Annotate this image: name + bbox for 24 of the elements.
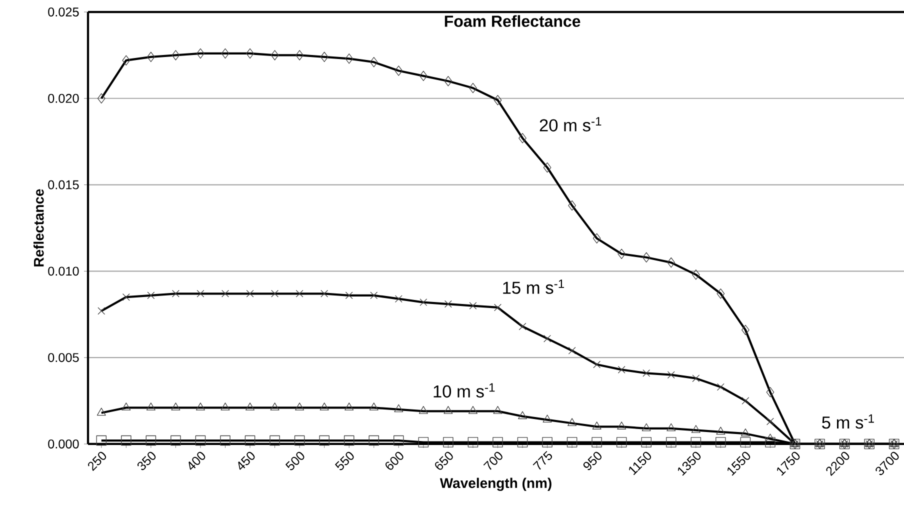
x-tick-label: 950 [583,452,602,470]
x-axis-title: Wavelength (nm) [440,478,552,491]
x-tick-label: 450 [238,452,255,470]
series-label: 20 m s$^{-1}$ [540,117,602,132]
x-tick-label: 550 [334,452,354,470]
y-tick-label: 0.010 [48,266,79,276]
x-tick-label: 500 [285,452,304,470]
x-tick-label: 250 [88,452,106,472]
y-tick-label: 0.015 [48,180,79,190]
y-axis-title: Reflectance [34,189,44,266]
x-tick-label: 650 [435,452,453,470]
y-tick-label: 0.005 [48,353,79,362]
chart-title: Foam Reflectance [444,15,580,27]
series-label: 15 m s$^{-1}$ [503,280,564,294]
y-tick-label: 0.020 [48,94,79,103]
x-tick-label: 700 [483,452,502,470]
series-label: 10 m s$^{-1}$ [434,383,495,398]
x-tick-label: 775 [532,450,552,470]
y-tick-label: 0.025 [48,8,79,16]
x-tick-label: 350 [137,452,156,470]
y-tick-label: 0.000 [48,440,79,448]
x-tick-label: 400 [188,452,206,470]
x-tick-label: 600 [386,452,404,470]
series-label: 5 m s$^{-1}$ [822,414,874,429]
